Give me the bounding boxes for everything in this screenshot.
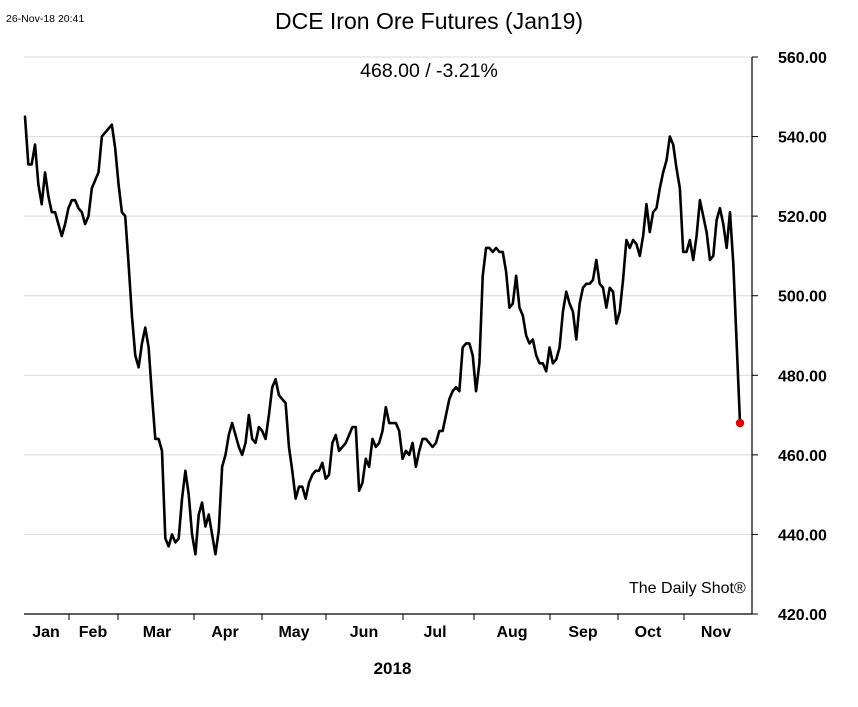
y-tick-label: 480.00 <box>778 368 827 385</box>
watermark-source: The Daily Shot® <box>629 580 746 597</box>
x-tick-label: Oct <box>635 624 662 641</box>
x-tick-label: Apr <box>211 624 239 641</box>
x-tick-label: Mar <box>143 624 171 641</box>
y-tick-label: 520.00 <box>778 209 827 226</box>
x-tick-label: May <box>278 624 309 641</box>
chart-title: DCE Iron Ore Futures (Jan19) <box>274 8 584 34</box>
gridlines <box>24 56 752 535</box>
x-tick-label: Jul <box>423 624 446 641</box>
y-tick-label: 440.00 <box>778 527 827 544</box>
y-tick-label: 560.00 <box>778 50 827 67</box>
x-tick-label: Aug <box>496 624 527 641</box>
x-tick-label: Sep <box>568 624 598 641</box>
x-tick-label: Jun <box>350 624 378 641</box>
chart-subtitle: 468.00 / -3.21% <box>360 60 498 82</box>
axes <box>24 56 758 620</box>
price-series-line <box>23 115 742 556</box>
axis-labels: 420.00 440.00 460.00 480.00 500.00 520.00 540.… <box>32 50 827 641</box>
y-tick-label: 420.00 <box>778 607 827 624</box>
x-tick-label: Feb <box>79 624 108 641</box>
y-tick-label: 500.00 <box>778 289 827 306</box>
last-value-marker <box>735 418 745 428</box>
y-tick-label: 540.00 <box>778 130 827 147</box>
x-axis-label: 2018 <box>373 659 412 678</box>
timestamp: 26-Nov-18 20:41 <box>6 13 85 25</box>
x-tick-label: Jan <box>32 624 60 641</box>
y-tick-label: 460.00 <box>778 448 827 465</box>
series-layer <box>23 115 745 556</box>
x-tick-label: Nov <box>701 624 731 641</box>
